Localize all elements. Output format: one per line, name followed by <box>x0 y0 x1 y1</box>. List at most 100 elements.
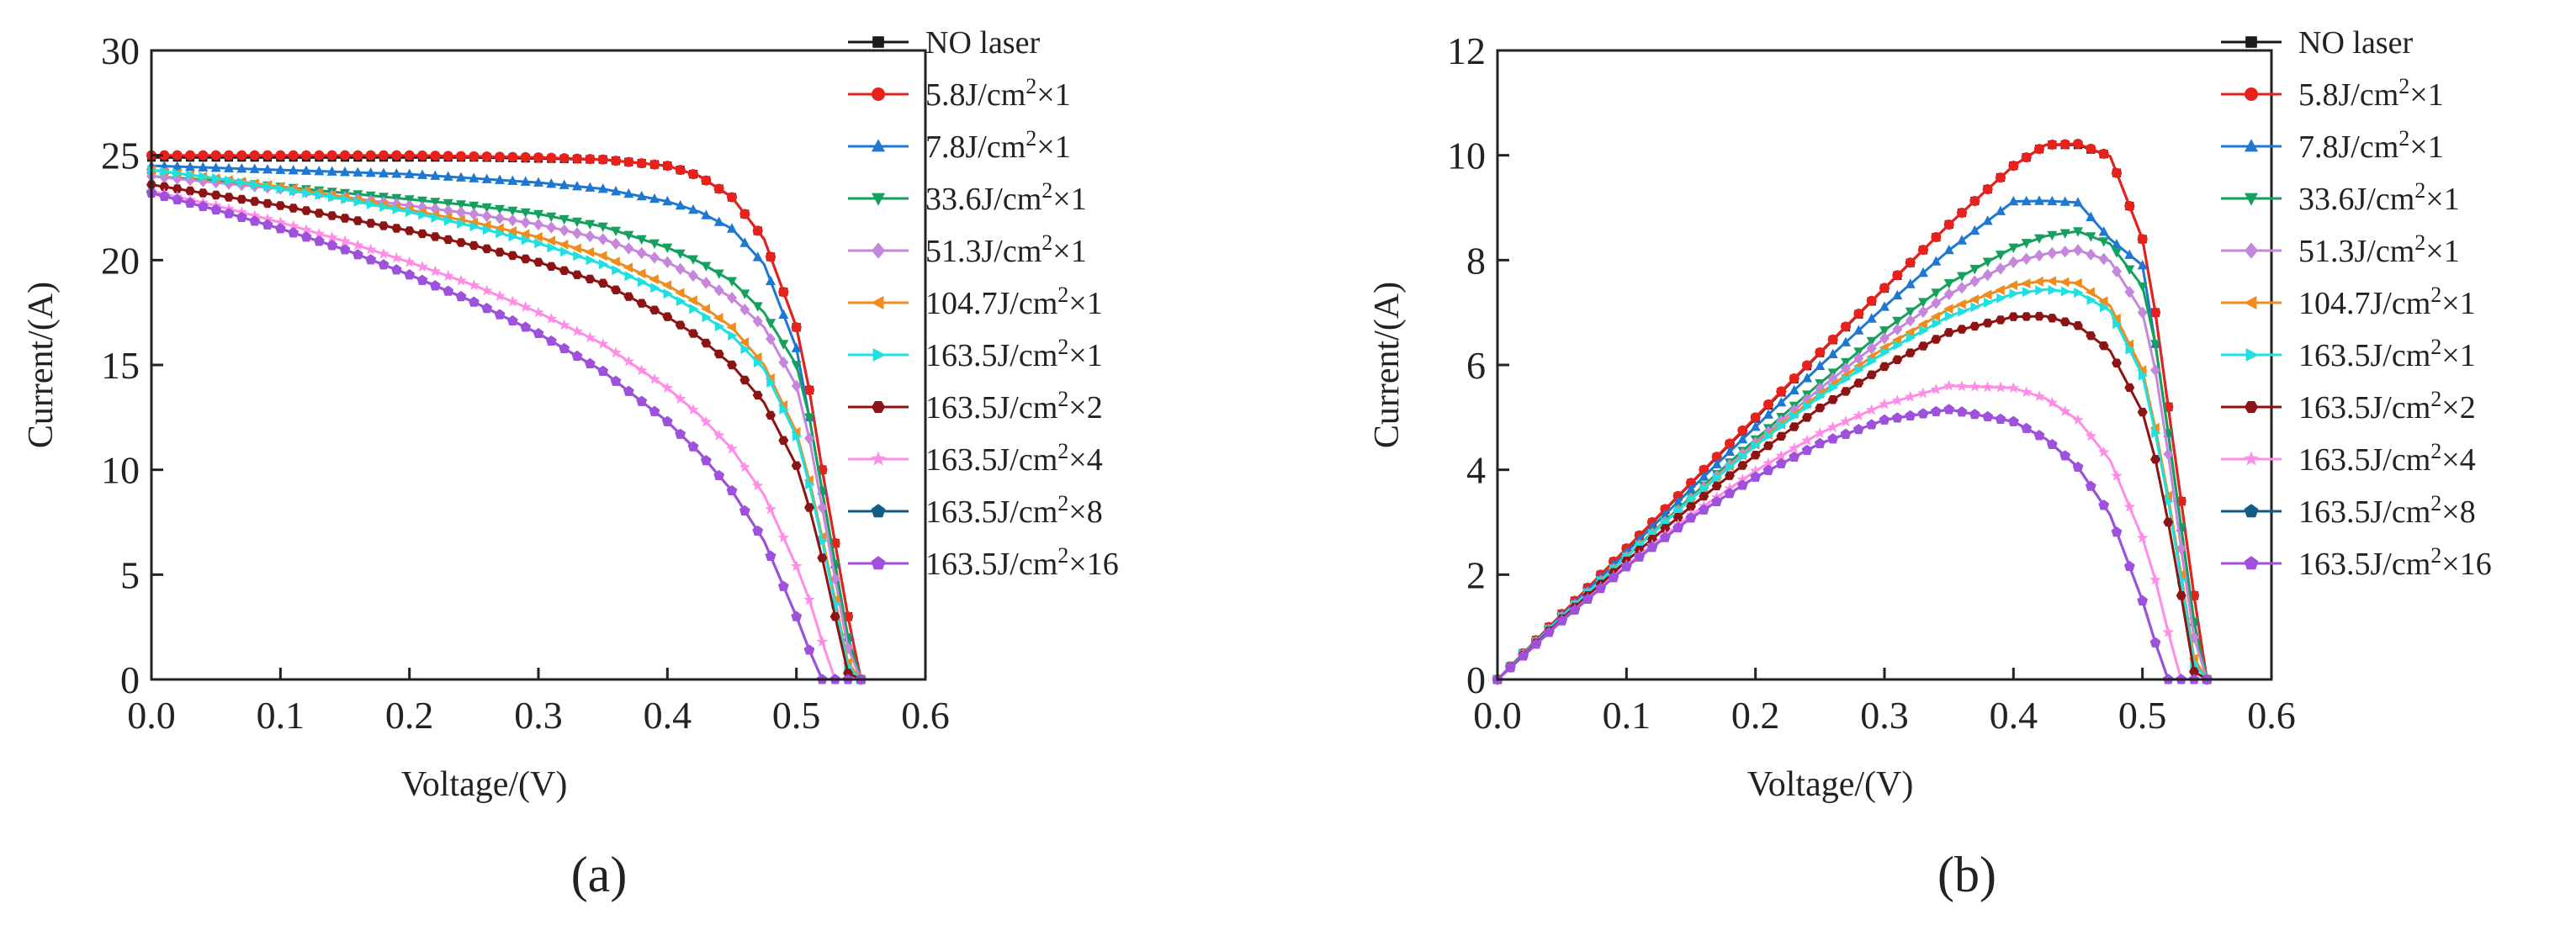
data-point <box>1801 434 1813 446</box>
data-point <box>1866 342 1877 355</box>
legend-marker <box>872 193 885 206</box>
data-point <box>301 165 311 175</box>
data-point <box>765 503 777 515</box>
data-point <box>519 301 532 312</box>
data-point <box>675 262 686 275</box>
data-point <box>688 329 698 338</box>
data-point <box>274 216 287 228</box>
data-point <box>429 265 442 277</box>
legend-item: 33.6J/cm2×1 <box>2221 178 2460 217</box>
data-point <box>1751 441 1762 451</box>
data-point <box>495 174 505 184</box>
data-point <box>352 216 363 225</box>
legend-marker <box>872 139 885 152</box>
data-point <box>689 304 699 314</box>
data-point <box>430 151 441 161</box>
legend-label: 163.5J/cm2×2 <box>925 387 1103 426</box>
data-point <box>2007 382 2020 394</box>
data-point <box>366 199 377 209</box>
data-point <box>817 501 828 514</box>
data-point <box>739 337 750 348</box>
data-point <box>262 219 273 230</box>
data-point <box>339 235 351 246</box>
data-point <box>2124 201 2135 212</box>
data-point <box>1789 373 1799 383</box>
series-line <box>151 189 861 681</box>
data-point <box>1853 378 1864 388</box>
legend-marker <box>2244 556 2259 570</box>
data-point <box>739 304 750 316</box>
series-10 <box>1492 404 2213 684</box>
data-point <box>236 150 247 161</box>
data-point <box>572 153 582 164</box>
data-point <box>1995 413 2006 424</box>
series-line <box>1496 249 2208 681</box>
data-point <box>1802 413 1812 422</box>
series-6 <box>1493 285 2213 684</box>
data-point <box>611 285 621 294</box>
data-point <box>2137 282 2148 293</box>
data-point <box>546 178 557 188</box>
data-point <box>1789 451 1799 462</box>
data-point <box>1762 457 1774 468</box>
data-point <box>1685 512 1697 523</box>
data-point <box>184 197 196 208</box>
x-tick-label: 0.4 <box>644 694 692 737</box>
data-point <box>843 669 853 678</box>
data-point <box>585 182 596 192</box>
legend-marker <box>2243 451 2260 466</box>
data-point <box>1789 422 1799 431</box>
data-point <box>2176 542 2186 555</box>
data-point <box>1686 502 1696 511</box>
data-point <box>1762 464 1774 475</box>
series-line <box>1496 142 2208 681</box>
data-point <box>210 204 221 214</box>
series-2 <box>1492 195 2213 684</box>
data-point <box>676 296 686 307</box>
data-point <box>635 364 648 376</box>
data-point <box>1958 306 1968 317</box>
data-point <box>1879 326 1890 336</box>
x-axis-title: Voltage/(V) <box>1747 765 1914 804</box>
data-point <box>2098 148 2109 159</box>
legend-label: 104.7J/cm2×1 <box>2298 283 2476 322</box>
data-point <box>598 259 609 270</box>
data-point <box>2072 462 2084 472</box>
legend-item: 5.8J/cm2×1 <box>848 74 1071 113</box>
data-point <box>288 150 299 161</box>
data-point <box>1996 172 2006 183</box>
data-point <box>315 190 325 200</box>
data-point <box>2021 422 2032 433</box>
data-point <box>288 204 299 213</box>
legend-marker <box>872 348 886 362</box>
data-point <box>2059 229 2070 239</box>
data-point <box>443 285 453 296</box>
data-point <box>727 277 737 287</box>
data-point <box>2150 455 2160 464</box>
data-point <box>2047 230 2058 241</box>
data-point <box>728 330 738 341</box>
data-point <box>1957 235 1967 245</box>
data-point <box>739 237 750 247</box>
data-point <box>2189 667 2199 676</box>
data-point <box>1905 257 1916 268</box>
data-point <box>1841 321 1851 332</box>
data-point <box>675 320 686 330</box>
data-point <box>713 470 724 480</box>
data-point <box>2151 428 2161 438</box>
y-tick-label: 30 <box>101 29 140 72</box>
data-point <box>1737 425 1748 436</box>
data-point <box>2112 265 2122 278</box>
data-point <box>1725 462 1736 473</box>
data-point <box>649 405 660 416</box>
legend-label: 163.5J/cm2×1 <box>925 335 1103 374</box>
data-point <box>172 161 183 171</box>
x-tick-label: 0.5 <box>772 694 821 737</box>
data-point <box>352 249 363 260</box>
data-point <box>559 179 570 189</box>
data-point <box>1789 384 1799 394</box>
data-point <box>1738 451 1748 462</box>
data-point <box>623 292 634 301</box>
data-point <box>185 186 195 196</box>
data-point <box>224 162 234 172</box>
